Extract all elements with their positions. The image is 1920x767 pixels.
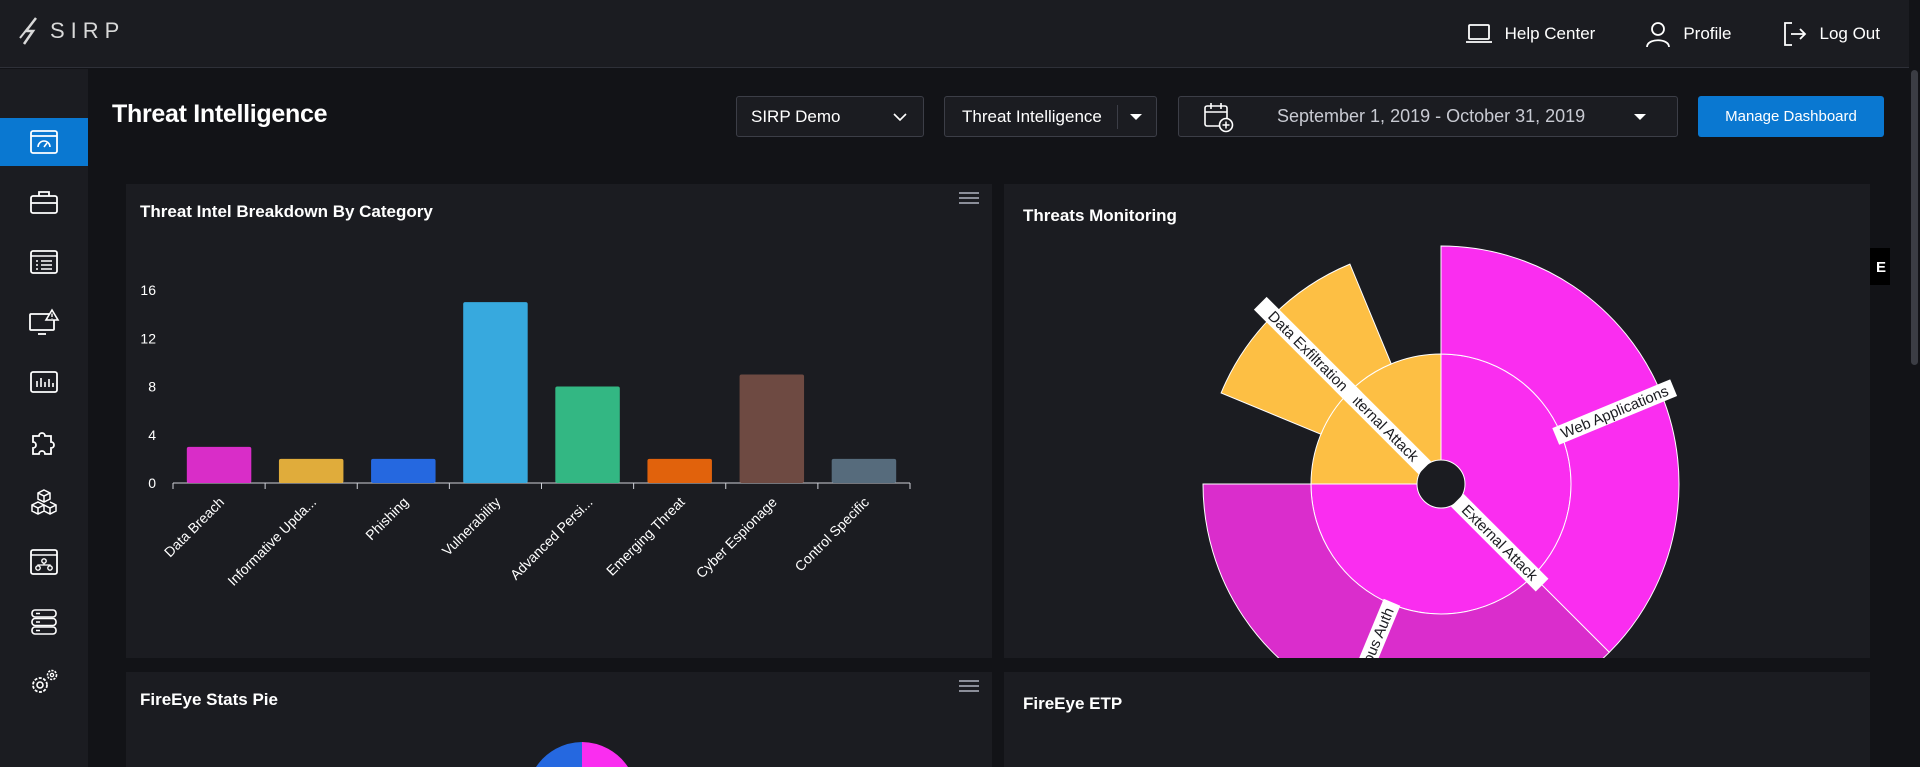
organization-select[interactable]: SIRP Demo — [736, 96, 924, 137]
date-range-picker[interactable]: September 1, 2019 - October 31, 2019 — [1178, 96, 1678, 137]
x-tick-label: Cyber Espionage — [693, 494, 780, 581]
bar-5[interactable] — [647, 458, 712, 483]
sidebar-item-incidents[interactable] — [0, 298, 88, 346]
sidebar-item-integrations[interactable] — [0, 418, 88, 466]
logout-link[interactable]: Log Out — [1782, 20, 1881, 48]
sidebar-item-data[interactable] — [0, 598, 88, 646]
logout-icon — [1783, 22, 1806, 46]
y-tick-label: 16 — [140, 282, 156, 298]
x-tick-label: Emerging Threat — [603, 494, 688, 579]
list-icon — [30, 250, 58, 274]
gears-icon — [32, 669, 58, 693]
help-center-link[interactable]: Help Center — [1465, 22, 1596, 46]
dashboard-icon — [30, 130, 58, 154]
report-chart-icon — [30, 371, 58, 393]
monitor-alert-icon — [29, 308, 60, 335]
breakdown-panel-title: Threat Intel Breakdown By Category — [140, 202, 433, 221]
sidebar-item-settings[interactable] — [0, 658, 88, 706]
fireeye-etp-panel: FireEye ETP — [1004, 672, 1870, 767]
x-tick-label: Informative Upda... — [224, 494, 319, 589]
x-tick-label: Vulnerability — [439, 494, 504, 559]
calendar-add-icon — [1204, 102, 1234, 132]
y-tick-label: 4 — [148, 427, 156, 443]
y-tick-label: 8 — [148, 379, 156, 395]
threats-panel: Threats Monitoring External Attack Intern… — [1004, 184, 1870, 658]
date-range-value: September 1, 2019 - October 31, 2019 — [1277, 106, 1586, 126]
bar-4[interactable] — [555, 386, 620, 484]
caret-down-icon — [1634, 113, 1646, 120]
outer-segment-label-bg — [1253, 296, 1363, 406]
fireeye-pie-panel: FireEye Stats Pie — [126, 672, 992, 767]
user-icon — [1646, 22, 1671, 48]
page-title: Threat Intelligence — [112, 100, 328, 128]
outer-segment-label-bg — [1552, 379, 1678, 445]
edge-badge: E — [1870, 248, 1890, 285]
sirp-logo-icon — [19, 17, 37, 45]
laptop-icon — [1465, 24, 1492, 43]
outer-segment-label-bg — [1337, 598, 1401, 658]
profile-link[interactable]: Profile — [1645, 20, 1732, 48]
main-content: Threat Intelligence SIRP Demo Threat Int… — [88, 69, 1920, 767]
top-links: Help Center Profile Log Out — [1465, 0, 1880, 68]
sidebar-item-network[interactable] — [0, 538, 88, 586]
network-icon — [30, 549, 58, 575]
breakdown-menu-icon[interactable] — [959, 192, 979, 206]
help-center-label: Help Center — [1504, 24, 1596, 43]
bar-2[interactable] — [371, 458, 436, 483]
fireeye-pie-panel-title: FireEye Stats Pie — [140, 690, 278, 709]
x-tick-label: Data Breach — [161, 494, 227, 560]
fireeye-etp-panel-title: FireEye ETP — [1023, 694, 1123, 713]
briefcase-icon — [30, 191, 58, 214]
x-tick-label: Control Specific — [791, 494, 872, 575]
breakdown-panel: Threat Intel Breakdown By Category 0 4 8 12… — [126, 184, 992, 658]
sidebar-item-assets[interactable] — [0, 478, 88, 526]
logout-label: Log Out — [1819, 24, 1881, 43]
bar-6[interactable] — [739, 374, 805, 483]
sidebar-item-cases[interactable] — [0, 178, 88, 226]
cubes-icon — [31, 489, 57, 515]
sidebar-item-dashboard[interactable] — [0, 118, 88, 166]
profile-label: Profile — [1683, 24, 1732, 43]
sirp-logo[interactable]: SIRP — [18, 14, 125, 48]
organization-select-value: SIRP Demo — [751, 106, 841, 126]
fireeye-pie-menu-icon[interactable] — [959, 680, 979, 694]
bar-3[interactable] — [463, 302, 528, 483]
dashboard-select-value: Threat Intelligence — [962, 106, 1102, 126]
page-scrollbar[interactable] — [1909, 0, 1920, 767]
scrollbar-thumb[interactable] — [1911, 70, 1918, 365]
database-icon — [31, 609, 57, 635]
puzzle-icon — [32, 432, 55, 455]
bar-0[interactable] — [186, 446, 252, 483]
x-tick-label: Advanced Persi... — [507, 494, 596, 583]
inner-segment-label-bg — [1333, 376, 1432, 475]
outer-segment-0[interactable] — [1440, 245, 1680, 653]
bar-7[interactable] — [831, 458, 897, 483]
bar-1[interactable] — [278, 458, 344, 483]
y-tick-label: 12 — [140, 330, 156, 346]
dashboard-select[interactable]: Threat Intelligence — [944, 96, 1157, 137]
sidebar-item-reports[interactable] — [0, 358, 88, 406]
outer-segment-1[interactable] — [1202, 483, 1610, 658]
inner-segment-label-bg — [1450, 493, 1549, 592]
chevron-down-icon — [893, 112, 907, 121]
fireeye-pie-chart-peek — [536, 742, 628, 767]
sidebar — [0, 69, 88, 767]
select-divider — [1117, 105, 1118, 129]
top-bar: SIRP Help Center Profile Log Out — [0, 0, 1920, 68]
y-tick-label: 0 — [148, 475, 156, 491]
x-tick-label: Phishing — [362, 494, 411, 543]
threats-panel-title: Threats Monitoring — [1023, 206, 1177, 225]
manage-dashboard-button[interactable]: Manage Dashboard — [1698, 96, 1884, 137]
sidebar-item-list[interactable] — [0, 238, 88, 286]
logo-text: SIRP — [50, 18, 126, 43]
caret-down-icon — [1130, 113, 1142, 120]
